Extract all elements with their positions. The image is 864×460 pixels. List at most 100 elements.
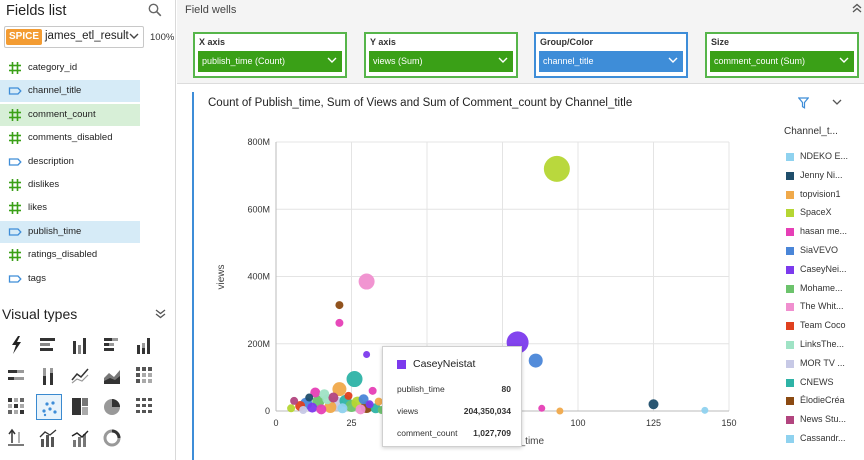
data-point bbox=[310, 387, 321, 398]
data-point bbox=[648, 399, 659, 410]
x-axis-well[interactable]: X axis publish_time (Count) bbox=[193, 32, 347, 78]
legend-item[interactable]: Cassandr... bbox=[786, 432, 864, 446]
field-item-comment-count[interactable]: comment_count bbox=[0, 103, 140, 126]
spice-percent: 100% bbox=[150, 32, 175, 43]
scatter-visual[interactable]: 02550751001251500200M400M600M800Mviewspu… bbox=[192, 92, 864, 460]
tree-map-visual-type[interactable] bbox=[68, 394, 94, 420]
group-color-field-pill[interactable]: channel_title bbox=[539, 51, 683, 72]
legend-label: Jenny Ni... bbox=[800, 169, 843, 180]
field-item-publish-time[interactable]: publish_time bbox=[0, 220, 140, 243]
data-point bbox=[528, 353, 543, 368]
chevron-down-icon[interactable] bbox=[668, 57, 678, 64]
line-chart-visual-type[interactable] bbox=[68, 363, 94, 389]
chevron-down-icon[interactable] bbox=[327, 57, 337, 64]
x-tick-label: 125 bbox=[646, 418, 661, 428]
legend-label: CaseyNei... bbox=[800, 263, 847, 274]
legend-item[interactable]: The Whit... bbox=[786, 300, 864, 314]
heat-map-visual-type[interactable] bbox=[4, 394, 30, 420]
measure-hash-icon bbox=[9, 62, 21, 74]
y-axis-well[interactable]: Y axis views (Sum) bbox=[364, 32, 518, 78]
pivot-table-visual-type[interactable] bbox=[132, 363, 158, 389]
field-item-ratings-disabled[interactable]: ratings_disabled bbox=[0, 244, 140, 266]
data-point bbox=[319, 389, 330, 400]
legend-label: SiaVEVO bbox=[800, 245, 839, 255]
legend-item[interactable]: Jenny Ni... bbox=[786, 169, 864, 183]
scatter-plot-icon bbox=[42, 401, 57, 417]
pie-chart-visual-type[interactable] bbox=[100, 394, 126, 420]
visual-types-title: Visual types bbox=[2, 306, 78, 322]
field-label: likes bbox=[28, 202, 48, 214]
field-item-dislikes[interactable]: dislikes bbox=[0, 174, 140, 196]
legend-swatch bbox=[786, 171, 794, 180]
filter-icon[interactable] bbox=[798, 97, 809, 109]
legend-swatch bbox=[786, 416, 794, 425]
kpi-visual-type[interactable] bbox=[4, 425, 30, 451]
horizontal-stacked-bar-visual-type[interactable] bbox=[100, 332, 126, 358]
field-item-tags[interactable]: tags bbox=[0, 268, 140, 290]
visual-title: Count of Publish_time, Sum of Views and … bbox=[208, 97, 633, 109]
legend-item[interactable]: CNEWS bbox=[786, 376, 864, 390]
legend-item[interactable]: hasan me... bbox=[786, 225, 864, 239]
legend-item[interactable]: NDEKO E... bbox=[786, 150, 864, 164]
field-item-likes[interactable]: likes bbox=[0, 197, 140, 219]
data-point bbox=[305, 393, 314, 402]
area-chart-visual-type[interactable] bbox=[100, 363, 126, 389]
collapse-icon[interactable] bbox=[852, 3, 862, 13]
legend-item[interactable]: MOR TV ... bbox=[786, 357, 864, 371]
table-visual-type[interactable] bbox=[132, 394, 158, 420]
x-axis-field-pill[interactable]: publish_time (Count) bbox=[198, 51, 342, 72]
data-point bbox=[287, 404, 296, 413]
data-point bbox=[290, 396, 299, 405]
legend-label: CNEWS bbox=[800, 376, 834, 387]
autograph-icon bbox=[12, 336, 21, 354]
vertical-bar-visual-type[interactable] bbox=[68, 332, 94, 358]
field-label: publish_time bbox=[28, 225, 82, 237]
legend-item[interactable]: CaseyNei... bbox=[786, 263, 864, 277]
field-item-category-id[interactable]: category_id bbox=[0, 57, 140, 79]
legend-label: News Stu... bbox=[800, 414, 847, 425]
autograph-visual-type[interactable] bbox=[4, 332, 30, 358]
field-item-description[interactable]: description bbox=[0, 151, 140, 173]
double-chevron-down-icon[interactable] bbox=[155, 309, 166, 319]
scatter-plot-visual-type[interactable] bbox=[36, 394, 62, 420]
combo-bar-visual-type[interactable] bbox=[36, 425, 62, 451]
legend-swatch bbox=[786, 228, 794, 237]
legend-item[interactable]: Mohame... bbox=[786, 282, 864, 296]
legend-item[interactable]: News Stu... bbox=[786, 413, 864, 427]
size-field-pill[interactable]: comment_count (Sum) bbox=[710, 51, 854, 72]
tooltip-series-name: CaseyNeistat bbox=[413, 358, 476, 370]
field-item-comments-disabled[interactable]: comments_disabled bbox=[0, 127, 140, 149]
visual-types-header[interactable]: Visual types bbox=[2, 306, 170, 324]
table-icon bbox=[136, 398, 152, 413]
size-well[interactable]: Size comment_count (Sum) bbox=[705, 32, 859, 78]
legend-item[interactable]: SiaVEVO bbox=[786, 244, 864, 258]
field-label: channel_title bbox=[28, 85, 82, 97]
legend-item[interactable]: ÉlodieCréa bbox=[786, 394, 864, 408]
group-color-well[interactable]: Group/Color channel_title bbox=[534, 32, 688, 78]
vertical-stacked-bar-visual-type[interactable] bbox=[132, 332, 158, 358]
legend-item[interactable]: SpaceX bbox=[786, 206, 864, 220]
legend-swatch bbox=[786, 435, 794, 443]
legend-item[interactable]: topvision1 bbox=[786, 188, 864, 202]
well-label: Y axis bbox=[370, 37, 396, 47]
legend-item[interactable]: Team Coco bbox=[786, 319, 864, 333]
data-point bbox=[337, 403, 348, 414]
y-axis-field-pill[interactable]: views (Sum) bbox=[369, 51, 513, 72]
dataset-select[interactable]: SPICE james_etl_result bbox=[4, 26, 144, 48]
combo-line-visual-type[interactable] bbox=[68, 425, 94, 451]
chevron-down-icon[interactable] bbox=[839, 57, 849, 64]
horizontal-100-bar-visual-type[interactable] bbox=[4, 363, 30, 389]
data-point bbox=[365, 400, 374, 409]
vertical-100-bar-visual-type[interactable] bbox=[36, 363, 62, 389]
search-icon[interactable] bbox=[148, 3, 162, 17]
chevron-down-icon[interactable] bbox=[498, 57, 508, 64]
tooltip-color-swatch bbox=[397, 360, 406, 369]
field-item-channel-title[interactable]: channel_title bbox=[0, 80, 140, 103]
tooltip-value: 1,027,709 bbox=[473, 428, 511, 438]
chevron-down-icon[interactable] bbox=[832, 99, 842, 106]
combo-line-icon bbox=[71, 430, 89, 447]
data-point bbox=[355, 404, 366, 415]
donut-chart-visual-type[interactable] bbox=[100, 425, 126, 451]
horizontal-bar-visual-type[interactable] bbox=[36, 332, 62, 358]
legend-item[interactable]: LinksThe... bbox=[786, 338, 864, 352]
